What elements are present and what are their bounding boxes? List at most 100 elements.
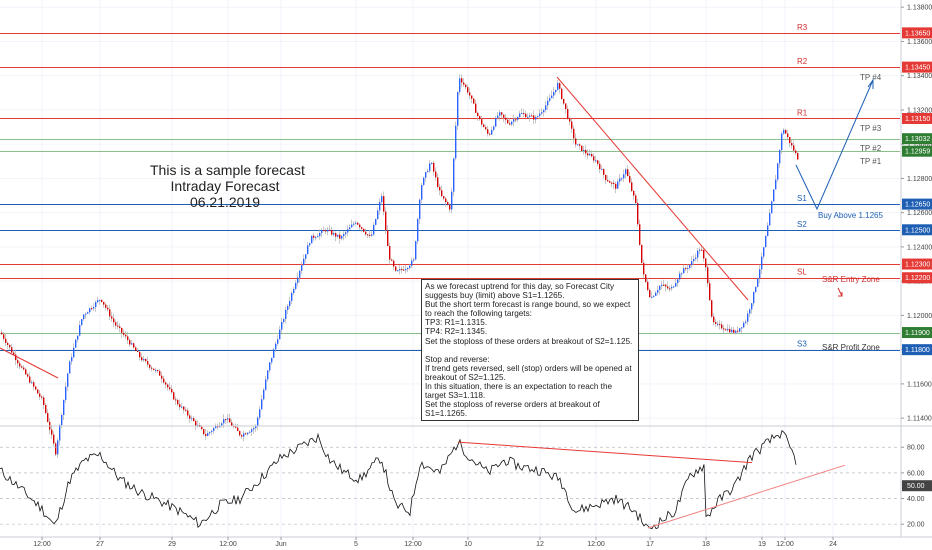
candle-up xyxy=(279,329,281,340)
candle-down xyxy=(585,149,587,154)
candle-down xyxy=(667,286,669,289)
candle-up xyxy=(743,322,745,328)
candle-down xyxy=(125,334,127,337)
candle-down xyxy=(787,133,789,138)
candle-down xyxy=(41,396,43,398)
price-tick-label: 1.11600 xyxy=(907,381,932,388)
time-tick-label: 12:00 xyxy=(404,541,422,548)
price-label-box xyxy=(902,61,932,73)
candle-down xyxy=(169,387,171,390)
candle-up xyxy=(423,177,425,186)
note-line: Set the stoploss of these orders at brea… xyxy=(425,336,633,346)
rsi-current-text: 50.00 xyxy=(907,483,925,490)
candle-down xyxy=(367,234,369,236)
candle-up xyxy=(67,373,69,387)
candle-up xyxy=(595,160,597,162)
candle-up xyxy=(315,237,317,239)
candle-up xyxy=(527,116,529,118)
candle-up xyxy=(253,428,255,430)
rsi-tick-label: 60.00 xyxy=(907,470,925,477)
title-line-3: 06.21.2019 xyxy=(189,194,261,210)
price-label-box xyxy=(902,145,932,157)
candle-down xyxy=(335,233,337,237)
candle-down xyxy=(439,186,441,191)
candle-down xyxy=(103,301,105,305)
candle-down xyxy=(485,127,487,130)
candle-down xyxy=(785,130,787,134)
candle-up xyxy=(261,399,263,410)
candle-up xyxy=(453,158,455,192)
candle-down xyxy=(123,332,125,335)
candle-up xyxy=(377,210,379,219)
candle-down xyxy=(147,361,149,365)
candle-down xyxy=(579,144,581,146)
candle-up xyxy=(619,178,621,182)
candle-down xyxy=(37,389,39,394)
candle-down xyxy=(471,95,473,99)
candle-up xyxy=(695,257,697,259)
candle-down xyxy=(33,382,35,387)
candle-down xyxy=(479,116,481,120)
candle-down xyxy=(631,182,633,191)
candle-down xyxy=(177,400,179,405)
level-name: S2 xyxy=(797,220,807,229)
candle-down xyxy=(241,435,243,437)
candle-up xyxy=(31,382,33,384)
candle-down xyxy=(175,399,177,401)
candle-down xyxy=(217,426,219,428)
candle-down xyxy=(161,375,163,379)
candle-down xyxy=(339,234,341,239)
candle-down xyxy=(15,354,17,361)
candle-down xyxy=(715,322,717,324)
title-line-2: Intraday Forecast xyxy=(170,178,280,194)
candle-down xyxy=(27,374,29,377)
candle-up xyxy=(495,118,497,127)
price-label-text: 1.13450 xyxy=(905,65,930,72)
candle-up xyxy=(731,329,733,333)
candle-down xyxy=(403,269,405,271)
candle-down xyxy=(231,422,233,426)
price-tick-label: 1.13200 xyxy=(907,107,932,114)
candle-up xyxy=(747,313,749,322)
candle-up xyxy=(83,314,85,320)
candle-up xyxy=(283,319,285,322)
candle-down xyxy=(467,87,469,93)
candle-down xyxy=(139,351,141,358)
candle-up xyxy=(291,293,293,301)
candle-up xyxy=(409,265,411,268)
time-tick-label: 18 xyxy=(702,541,710,548)
candle-down xyxy=(629,176,631,183)
candle-down xyxy=(151,367,153,369)
candle-up xyxy=(289,300,291,306)
price-label-box xyxy=(902,112,932,124)
candle-up xyxy=(297,277,299,283)
candle-down xyxy=(9,344,11,348)
candle-up xyxy=(625,169,627,175)
rsi-line xyxy=(0,429,797,530)
candle-up xyxy=(301,265,303,271)
candle-up xyxy=(71,357,73,362)
time-tick-label: 29 xyxy=(168,541,176,548)
candle-down xyxy=(121,327,123,333)
arrow-down-small xyxy=(837,287,843,297)
time-tick-label: 19 xyxy=(758,541,766,548)
candle-up xyxy=(491,129,493,135)
candle-down xyxy=(489,133,491,135)
candle-down xyxy=(331,230,333,235)
candle-down xyxy=(113,318,115,323)
candle-up xyxy=(511,121,513,125)
candle-down xyxy=(357,222,359,225)
candle-up xyxy=(451,191,453,210)
candle-up xyxy=(79,325,81,336)
candle-down xyxy=(703,250,705,259)
candle-down xyxy=(157,370,159,372)
time-tick-label: 12:00 xyxy=(587,541,605,548)
candle-up xyxy=(411,260,413,266)
candle-up xyxy=(425,172,427,178)
candle-up xyxy=(285,310,287,320)
candle-up xyxy=(671,286,673,289)
candle-up xyxy=(87,312,89,314)
candle-down xyxy=(109,309,111,317)
candle-up xyxy=(89,308,91,313)
